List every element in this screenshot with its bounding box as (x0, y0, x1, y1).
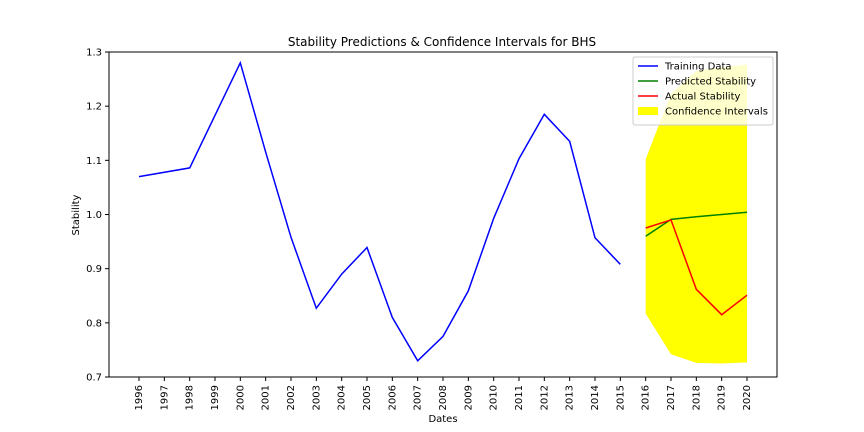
x-tick-label: 2005 (362, 385, 373, 410)
x-tick-label: 2010 (489, 385, 500, 410)
x-tick-label: 1997 (159, 385, 170, 410)
x-tick-label: 2002 (286, 385, 297, 410)
legend-box (632, 56, 774, 126)
legend-label-training-data: Training Data (664, 62, 732, 73)
y-tick-label: 1.0 (86, 210, 102, 221)
x-tick-label: 2011 (514, 385, 525, 410)
x-tick-label: 2006 (387, 385, 398, 410)
y-tick-label: 1.2 (86, 102, 102, 113)
x-axis-label: Dates (428, 414, 457, 425)
x-tick-label: 2004 (337, 385, 348, 410)
x-tick-label: 2020 (742, 385, 753, 410)
x-tick-label: 2009 (463, 385, 474, 410)
legend-label-actual-stability: Actual Stability (665, 92, 741, 103)
x-tick-label: 2016 (641, 385, 652, 410)
axes: 1996 1997 1998 1999 2000 2001 2002 2003 2004 2005… (86, 48, 753, 411)
plot-area (138, 60, 748, 364)
y-tick-label: 1.3 (86, 48, 102, 59)
actual-stability-line (645, 218, 748, 316)
y-tick-label: 1.1 (86, 156, 102, 167)
x-tick-label: 2015 (615, 385, 626, 410)
y-tick-label: 0.8 (86, 318, 102, 329)
legend-label-predicted-stability: Predicted Stability (665, 77, 756, 88)
training-data-line (138, 60, 621, 363)
x-tick-label: 2001 (261, 385, 272, 410)
x-tick-label: 2000 (235, 385, 246, 410)
x-tick-label: 1998 (185, 385, 196, 410)
chart-title: Stability Predictions & Confidence Inter… (288, 35, 596, 49)
x-tick-label: 2019 (717, 385, 728, 410)
x-tick-label: 2014 (590, 385, 601, 410)
x-tick-label: 2018 (691, 385, 702, 410)
x-tick-label: 2013 (565, 385, 576, 410)
predicted-stability-line (645, 211, 748, 237)
x-tick-label: 2007 (413, 385, 424, 410)
x-tick-label: 1999 (210, 385, 221, 410)
y-tick-label: 0.7 (86, 373, 102, 384)
legend-label-confidence-intervals: Confidence Intervals (665, 107, 768, 118)
legend-swatch-confidence-intervals (638, 107, 658, 115)
x-tick-label: 2017 (666, 385, 677, 410)
y-axis-label: Stability (71, 194, 82, 235)
confidence-interval-band (645, 64, 747, 364)
legend: Training Data Predicted Stability Actual S… (632, 56, 774, 126)
y-tick-label: 0.9 (86, 264, 102, 275)
x-tick-label: 1996 (134, 385, 145, 410)
x-tick-label: 2012 (539, 385, 550, 410)
x-tick-label: 2003 (311, 385, 322, 410)
x-tick-label: 2008 (438, 385, 449, 410)
